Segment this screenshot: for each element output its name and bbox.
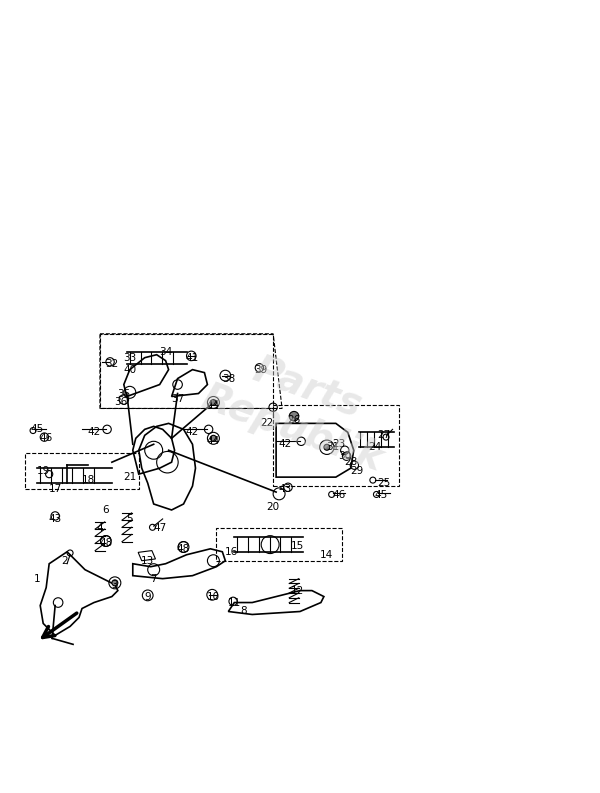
Text: 29: 29	[350, 466, 364, 476]
Text: 19: 19	[37, 466, 50, 476]
Text: 42: 42	[88, 427, 101, 437]
Text: 15: 15	[290, 541, 304, 551]
Text: 41: 41	[186, 353, 199, 362]
Text: 44: 44	[207, 436, 220, 446]
Text: 2: 2	[61, 556, 67, 565]
Text: 7: 7	[151, 573, 157, 584]
Text: 26: 26	[287, 416, 301, 425]
Text: 8: 8	[240, 607, 247, 616]
Bar	[25, 454, 139, 489]
Text: 33: 33	[123, 353, 136, 362]
Circle shape	[112, 580, 118, 586]
Text: 30: 30	[338, 451, 352, 462]
Text: 14: 14	[320, 550, 334, 560]
Text: 48: 48	[99, 538, 113, 548]
Text: 3: 3	[112, 580, 118, 590]
Text: 20: 20	[266, 502, 280, 512]
Text: Parts
Republik: Parts Republik	[197, 337, 403, 480]
Text: 1: 1	[34, 573, 41, 584]
Circle shape	[211, 435, 217, 441]
Bar	[273, 405, 398, 486]
Text: 17: 17	[49, 484, 62, 494]
Text: 12: 12	[290, 585, 304, 596]
Text: 45: 45	[31, 424, 44, 435]
Text: 16: 16	[224, 547, 238, 557]
Text: 21: 21	[123, 472, 136, 482]
Text: 35: 35	[117, 389, 130, 399]
Text: 37: 37	[171, 394, 184, 404]
Text: 44: 44	[207, 400, 220, 411]
Text: 6: 6	[103, 505, 109, 515]
Text: 40: 40	[123, 365, 136, 374]
Text: 42: 42	[278, 439, 292, 450]
Bar	[217, 528, 342, 561]
Circle shape	[324, 444, 330, 450]
Text: 46: 46	[40, 433, 53, 443]
Text: 11: 11	[227, 598, 241, 607]
Text: 27: 27	[377, 431, 390, 440]
Text: 48: 48	[177, 544, 190, 554]
Text: 24: 24	[368, 442, 381, 452]
Text: 43: 43	[49, 514, 62, 524]
Text: 46: 46	[332, 490, 346, 500]
Text: 47: 47	[153, 523, 166, 533]
Text: 5: 5	[127, 514, 133, 524]
Text: 36: 36	[114, 397, 127, 408]
Text: 38: 38	[222, 374, 235, 384]
Text: 13: 13	[141, 556, 154, 565]
Text: 39: 39	[254, 365, 268, 374]
Text: 9: 9	[145, 592, 151, 602]
Text: 23: 23	[332, 439, 346, 450]
Text: 4: 4	[97, 523, 103, 533]
Bar	[100, 334, 273, 408]
Circle shape	[289, 412, 299, 421]
Text: 42: 42	[186, 427, 199, 437]
Text: 43: 43	[278, 484, 292, 494]
Text: 34: 34	[159, 347, 172, 357]
Text: 22: 22	[260, 419, 274, 428]
Text: 18: 18	[82, 475, 95, 485]
Text: 45: 45	[374, 490, 387, 500]
Text: 32: 32	[105, 358, 118, 369]
Text: 28: 28	[344, 458, 358, 467]
Circle shape	[211, 400, 217, 405]
Text: 10: 10	[207, 592, 220, 602]
Text: 31: 31	[326, 442, 340, 452]
Text: 25: 25	[377, 478, 390, 488]
